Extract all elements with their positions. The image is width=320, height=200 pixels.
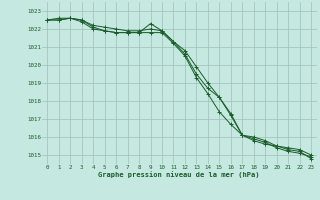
- X-axis label: Graphe pression niveau de la mer (hPa): Graphe pression niveau de la mer (hPa): [99, 171, 260, 178]
